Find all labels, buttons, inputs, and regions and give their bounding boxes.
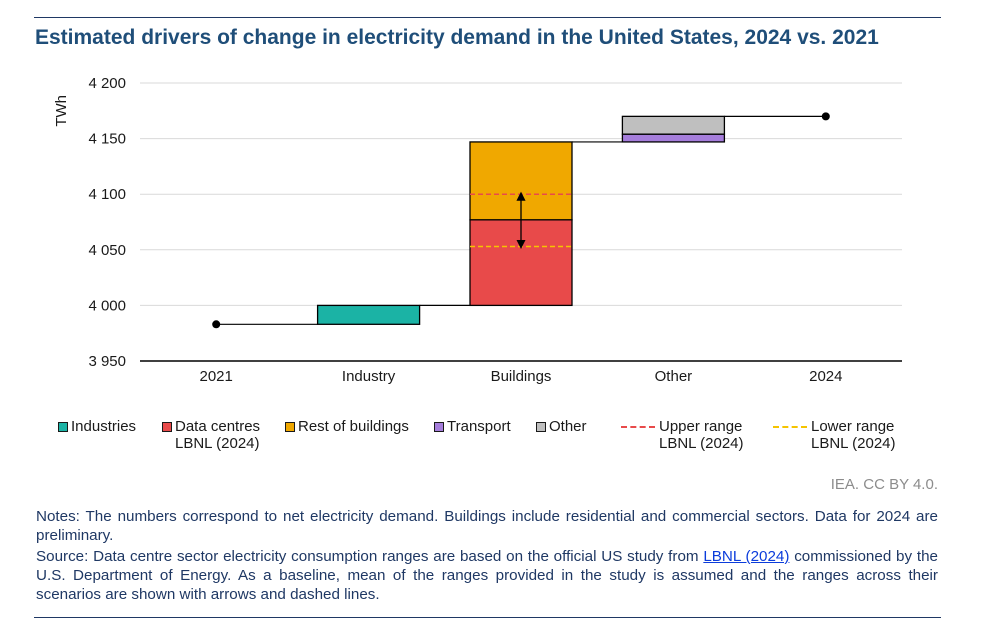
legend-label-lower-range: Lower range LBNL (2024) (811, 418, 896, 452)
legend-item-data-centres: Data centres LBNL (2024) (162, 418, 260, 452)
legend-item-lower-range: Lower range LBNL (2024) (773, 418, 896, 452)
source-link[interactable]: LBNL (2024) (703, 548, 790, 565)
x-tick-label: Buildings (491, 368, 552, 385)
legend-label-rest-of-buildings: Rest of buildings (298, 418, 409, 435)
end-point-2024 (821, 112, 830, 121)
legend-dash-lower-range (773, 426, 807, 428)
y-tick-label: 3 950 (88, 353, 126, 370)
y-tick-label: 4 150 (88, 131, 126, 148)
x-tick-label: Industry (342, 368, 396, 385)
x-tick-label: Other (655, 368, 693, 385)
y-tick-label: 4 200 (88, 75, 126, 92)
bar-transport (621, 133, 726, 143)
bottom-rule (34, 617, 941, 618)
start-point-2021 (212, 320, 221, 329)
legend-label-other: Other (549, 418, 587, 435)
x-tick-label: 2021 (200, 368, 233, 385)
notes-block: Notes: The numbers correspond to net ele… (36, 507, 938, 606)
legend-swatch-rest-of-buildings (285, 422, 295, 432)
y-axis-label: TWh (53, 95, 70, 127)
legend-item-upper-range: Upper range LBNL (2024) (621, 418, 744, 452)
source-text: Source: Data centre sector electricity c… (36, 547, 938, 604)
y-tick-label: 4 000 (88, 297, 126, 314)
legend-label-industries: Industries (71, 418, 137, 435)
legend-item-transport: Transport (434, 418, 511, 435)
legend-dash-upper-range (621, 426, 655, 428)
legend-swatch-transport (434, 422, 444, 432)
source-after: commissioned by the U.S. Department of E… (36, 548, 938, 603)
legend-item-industries: Industries (58, 418, 136, 435)
legend-label-data-centres: Data centres LBNL (2024) (175, 418, 261, 452)
y-tick-label: 4 100 (88, 186, 126, 203)
legend-swatch-other (536, 422, 546, 432)
legend-swatch-data-centres (162, 422, 172, 432)
credit: IEA. CC BY 4.0. (830, 476, 938, 493)
source-before: Source: Data centre sector electricity c… (36, 548, 704, 565)
legend-label-upper-range: Upper range LBNL (2024) (659, 418, 744, 452)
x-tick-label: 2024 (809, 368, 842, 385)
legend-swatch-industries (58, 422, 68, 432)
bar-industries (316, 304, 421, 325)
top-rule (34, 17, 941, 18)
legend-item-rest-of-buildings: Rest of buildings (285, 418, 409, 435)
legend-item-other: Other (536, 418, 587, 435)
waterfall-chart: 3 950 4 000 4 050 4 100 4 150 4 200 TWh 2021 Ind… (53, 75, 902, 385)
y-tick-label: 4 050 (88, 242, 126, 259)
legend: Industries Data centres LBNL (2024) Rest… (58, 418, 948, 462)
legend-label-transport: Transport (447, 418, 511, 435)
bar-other (621, 115, 726, 135)
notes-text: Notes: The numbers correspond to net ele… (36, 508, 938, 544)
chart-title: Estimated drivers of change in electrici… (35, 26, 879, 49)
